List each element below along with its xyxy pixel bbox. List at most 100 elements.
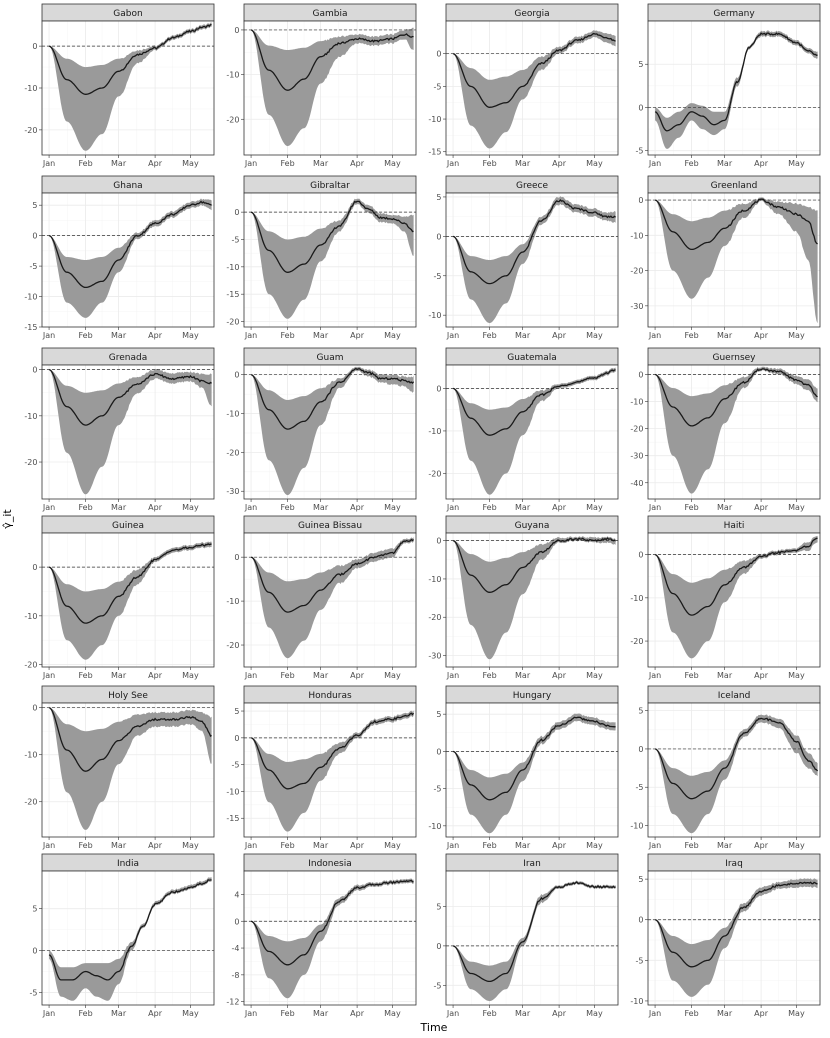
x-tick-label: Feb bbox=[483, 671, 497, 680]
y-tick-label: 0 bbox=[436, 537, 441, 546]
y-tick-label: -10 bbox=[630, 822, 643, 831]
y-tick-label: -20 bbox=[428, 469, 441, 478]
y-tick-label: 0 bbox=[32, 366, 37, 375]
x-tick-label: Mar bbox=[717, 503, 733, 512]
panel-border bbox=[647, 870, 821, 1006]
facet-guernsey: Guernsey 0 -10 -20 -30 -40 Jan Feb Mar Apr May bbox=[630, 347, 821, 512]
y-tick-label: 0 bbox=[638, 196, 643, 205]
x-tick-label: Mar bbox=[515, 841, 531, 850]
facet-haiti: Haiti 0 -10 -20 Jan Feb Mar Apr May bbox=[630, 515, 821, 680]
series-line bbox=[452, 881, 616, 983]
x-tick-label: Feb bbox=[483, 331, 497, 340]
y-tick-label: 0 bbox=[32, 947, 37, 956]
facet-iran: Iran 5 0 -5 Jan Feb Mar Apr May bbox=[434, 853, 619, 1018]
y-tick-label: -30 bbox=[630, 452, 643, 461]
y-tick-label: 0 bbox=[638, 551, 643, 560]
facet-greece: Greece 5 0 -5 -10 Jan Feb Mar Apr May bbox=[428, 175, 619, 340]
facet-germany: Germany 5 0 -5 Jan Feb Mar Apr May bbox=[636, 3, 821, 168]
y-tick-label: 0 bbox=[234, 734, 239, 743]
x-tick-label: Jan bbox=[648, 1009, 661, 1018]
x-tick-label: Apr bbox=[754, 841, 769, 850]
y-tick-label: 5 bbox=[32, 201, 37, 210]
confidence-band bbox=[251, 366, 414, 496]
facet-iraq: Iraq 5 0 -5 -10 Jan Feb Mar Apr May bbox=[630, 853, 821, 1018]
x-tick-label: May bbox=[788, 671, 805, 680]
x-tick-label: May bbox=[788, 1009, 805, 1018]
x-tick-label: Jan bbox=[648, 159, 661, 168]
facet-guyana: Guyana 0 -10 -20 -30 Jan Feb Mar Apr May bbox=[428, 515, 619, 680]
confidence-band bbox=[49, 541, 212, 660]
x-tick-label: Apr bbox=[350, 1009, 365, 1018]
facet-hungary: Hungary 5 0 -5 -10 Jan Feb Mar Apr May bbox=[428, 685, 619, 850]
x-tick-label: Feb bbox=[483, 503, 497, 512]
confidence-band bbox=[655, 366, 818, 494]
y-tick-label: 5 bbox=[436, 710, 441, 719]
confidence-band bbox=[655, 535, 818, 659]
x-tick-label: Mar bbox=[717, 331, 733, 340]
panel-border bbox=[445, 20, 619, 156]
x-tick-label: Jan bbox=[244, 159, 257, 168]
x-tick-label: May bbox=[384, 1009, 401, 1018]
y-tick-label: 0 bbox=[32, 704, 37, 713]
facet-greenland: Greenland 0 -10 -20 -30 Jan Feb Mar Apr May bbox=[630, 175, 821, 340]
facet-guam: Guam 0 -10 -20 -30 Jan Feb Mar Apr May bbox=[226, 347, 417, 512]
y-tick-label: 5 bbox=[638, 875, 643, 884]
x-tick-label: May bbox=[384, 159, 401, 168]
x-tick-label: May bbox=[586, 841, 603, 850]
x-tick-label: Jan bbox=[42, 671, 55, 680]
confidence-band bbox=[49, 707, 212, 830]
x-tick-label: May bbox=[586, 1009, 603, 1018]
y-tick-label: -5 bbox=[636, 783, 644, 792]
x-tick-label: Feb bbox=[79, 159, 93, 168]
panel-border bbox=[445, 532, 619, 668]
x-tick-label: Mar bbox=[515, 1009, 531, 1018]
facet-guinea-bissau: Guinea Bissau 0 -10 -20 Jan Feb Mar Apr May bbox=[226, 515, 417, 680]
y-tick-label: 0 bbox=[436, 50, 441, 59]
y-tick-label: -20 bbox=[24, 458, 37, 467]
x-tick-label: Apr bbox=[754, 1009, 769, 1018]
x-tick-label: Mar bbox=[515, 331, 531, 340]
y-tick-label: -5 bbox=[30, 988, 38, 997]
x-tick-label: Feb bbox=[79, 331, 93, 340]
y-tick-label: 0 bbox=[234, 917, 239, 926]
x-tick-label: May bbox=[384, 503, 401, 512]
y-tick-label: -15 bbox=[226, 290, 239, 299]
series-line bbox=[654, 198, 818, 251]
confidence-band bbox=[453, 713, 616, 834]
x-tick-label: Jan bbox=[42, 331, 55, 340]
x-tick-label: Mar bbox=[111, 159, 127, 168]
confidence-band bbox=[655, 878, 818, 997]
y-tick-label: -10 bbox=[630, 231, 643, 240]
x-tick-label: Mar bbox=[313, 841, 329, 850]
x-tick-label: Apr bbox=[552, 331, 567, 340]
y-tick-label: -4 bbox=[232, 944, 240, 953]
y-tick-label: -10 bbox=[24, 751, 37, 760]
x-tick-label: Jan bbox=[244, 841, 257, 850]
x-tick-label: Mar bbox=[313, 671, 329, 680]
y-tick-label: -10 bbox=[428, 427, 441, 436]
y-tick-label: -5 bbox=[636, 147, 644, 156]
y-tick-label: 5 bbox=[436, 902, 441, 911]
confidence-band bbox=[655, 30, 818, 149]
confidence-band bbox=[251, 27, 414, 147]
facet-gambia: Gambia 0 -10 -20 Jan Feb Mar Apr May bbox=[226, 3, 417, 168]
y-tick-label: -10 bbox=[428, 575, 441, 584]
x-tick-label: Feb bbox=[685, 671, 699, 680]
y-tick-label: -10 bbox=[630, 594, 643, 603]
y-tick-label: 0 bbox=[436, 384, 441, 393]
panel-border bbox=[41, 364, 215, 500]
series-line bbox=[654, 368, 818, 427]
facet-grenada: Grenada 0 -10 -20 Jan Feb Mar Apr May bbox=[24, 347, 215, 512]
x-tick-label: Mar bbox=[111, 503, 127, 512]
x-tick-label: Apr bbox=[350, 503, 365, 512]
x-tick-label: Jan bbox=[648, 671, 661, 680]
facet-title: Greece bbox=[516, 181, 548, 191]
panel-border bbox=[243, 364, 417, 500]
confidence-band bbox=[453, 880, 616, 1002]
series-line bbox=[250, 200, 414, 273]
y-tick-label: -10 bbox=[24, 84, 37, 93]
y-tick-label: -20 bbox=[226, 318, 239, 327]
y-tick-label: -10 bbox=[226, 263, 239, 272]
x-tick-label: Feb bbox=[483, 1009, 497, 1018]
x-tick-label: Mar bbox=[515, 671, 531, 680]
